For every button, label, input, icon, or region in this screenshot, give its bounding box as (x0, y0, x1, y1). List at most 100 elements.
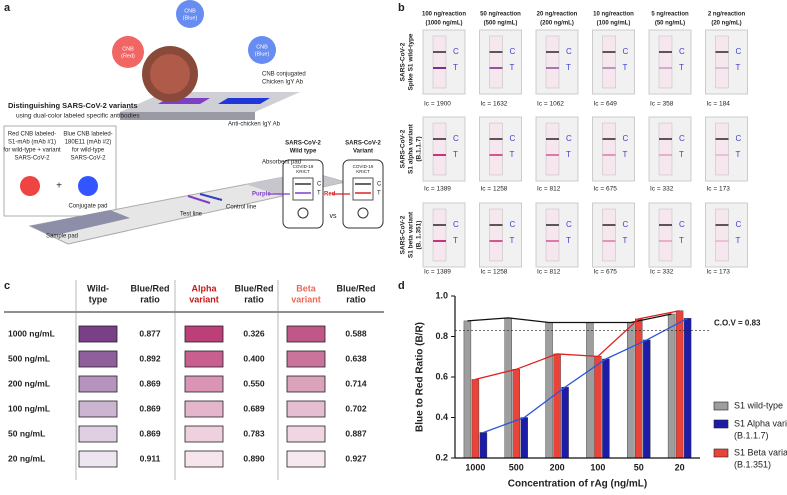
label: C (623, 220, 629, 229)
label: T (736, 236, 741, 245)
label: T (510, 63, 515, 72)
label: Ic = 1258 (481, 269, 508, 276)
label: for wild-type (72, 148, 105, 154)
label: C (623, 134, 629, 143)
label: C (510, 47, 516, 56)
label: SARS-CoV-2 (14, 156, 50, 162)
label: Wild type (290, 149, 317, 155)
label: T (317, 191, 321, 197)
strip-image (184, 350, 224, 368)
label: Red (324, 192, 336, 198)
label: Ic = 173 (707, 269, 731, 276)
bar (594, 356, 602, 459)
label: Ic = 1389 (424, 186, 451, 193)
strip-window (602, 122, 616, 176)
label: (20 ng/mL) (711, 21, 741, 27)
label: Blue/Red (336, 283, 375, 293)
label: 1.0 (435, 290, 448, 300)
label: Distinguishing SARS-CoV-2 variants (8, 101, 138, 110)
strip-image (184, 450, 224, 468)
strip-image (78, 450, 118, 468)
strip-image (286, 325, 326, 343)
strip-image (78, 375, 118, 393)
label: C (623, 47, 629, 56)
label: 0.550 (243, 378, 265, 388)
label: C (317, 182, 322, 188)
bar (675, 310, 684, 459)
label: variant (291, 294, 321, 304)
label: Beta (296, 283, 317, 293)
label: d (398, 280, 405, 292)
label: (500 ng/mL) (484, 21, 518, 27)
label: 1000 ng/mL (8, 328, 55, 338)
label: Ic = 675 (594, 186, 618, 193)
label: Variant (353, 149, 373, 155)
strip-image (184, 425, 224, 443)
label: Spike S1 wild-type (408, 33, 415, 90)
bar (545, 322, 553, 459)
label: (B.1.1.7) (734, 430, 769, 440)
label: T (566, 236, 571, 245)
label: 50 (634, 462, 644, 472)
panel-a-art (3, 0, 384, 245)
strip-image (286, 375, 326, 393)
label: C (736, 220, 742, 229)
label: S1 alpha variant (408, 123, 415, 174)
strip-image (286, 450, 326, 468)
label: 20 (675, 462, 685, 472)
bar (463, 320, 472, 459)
strip-window (489, 122, 503, 176)
label: Ic = 1062 (537, 101, 564, 108)
label: c (4, 280, 10, 292)
label: 0.8 (435, 331, 448, 341)
label: C (566, 134, 572, 143)
label: 0.326 (243, 328, 265, 338)
label: Sample pad (46, 234, 78, 240)
label: Blue to Red Ratio (B/R) (415, 322, 426, 432)
label: S1 wild-type (734, 400, 783, 410)
strip-window (432, 122, 447, 176)
bar (683, 318, 692, 459)
label: (50 ng/mL) (655, 21, 685, 27)
label: (1000 ng/mL) (425, 21, 462, 27)
label: 0.4 (435, 412, 448, 422)
label: variant (189, 294, 219, 304)
bar (667, 313, 676, 459)
label: SARS-CoV-2 (345, 141, 381, 147)
label: 0.2 (435, 452, 448, 462)
label: (Blue) (183, 15, 198, 21)
label: S1 Beta variant (734, 447, 787, 457)
label: Alpha (191, 283, 217, 293)
label: 0.638 (345, 353, 367, 363)
label: Ic = 358 (650, 101, 674, 108)
label: (Blue) (255, 51, 270, 57)
bar (635, 318, 643, 459)
label: C (453, 47, 459, 56)
label: C (510, 220, 516, 229)
label: 0.714 (345, 378, 367, 388)
label: 100 ng/mL (8, 403, 50, 413)
label: 0.588 (345, 328, 367, 338)
label: 100 (590, 462, 605, 472)
label: T (679, 236, 684, 245)
label: SARS-CoV-2 (285, 141, 321, 147)
label: SARS-CoV-2 (400, 215, 407, 254)
label: 500 ng/mL (8, 353, 50, 363)
label: T (453, 236, 458, 245)
label: Ic = 812 (537, 186, 561, 193)
label: CNB (256, 44, 268, 50)
label: 20 ng/reaction (537, 12, 578, 18)
label: KRICT (296, 169, 310, 174)
label: T (510, 236, 515, 245)
strip-window (715, 122, 729, 176)
strip-window (489, 35, 503, 89)
label: T (453, 150, 458, 159)
strip-window (715, 35, 729, 89)
bar (520, 417, 528, 459)
label: (B.1.351) (734, 459, 771, 469)
label: C.O.V = 0.83 (714, 319, 761, 328)
label: Wild- (87, 283, 109, 293)
legend-swatch (713, 419, 729, 429)
strip-image (286, 350, 326, 368)
strip-image (78, 425, 118, 443)
